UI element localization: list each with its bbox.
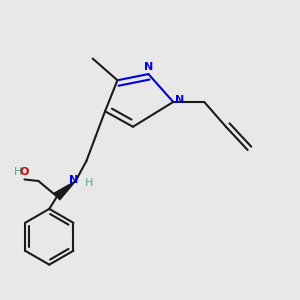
- Text: N: N: [176, 95, 185, 105]
- Text: O: O: [19, 167, 28, 177]
- Text: H: H: [14, 167, 22, 177]
- Polygon shape: [54, 181, 76, 200]
- Text: N: N: [69, 175, 79, 185]
- Text: N: N: [144, 62, 153, 72]
- Text: H: H: [84, 178, 93, 188]
